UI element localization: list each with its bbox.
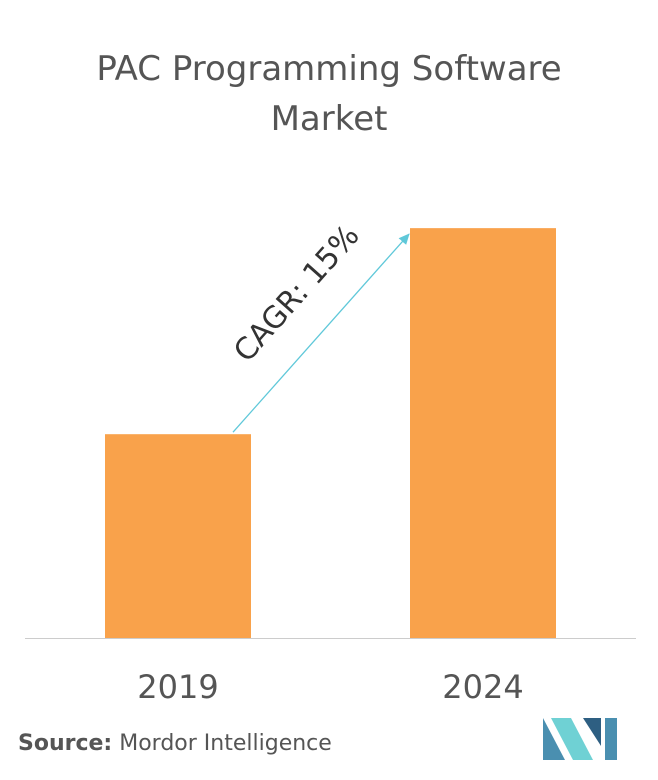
source-label: Source: <box>18 731 113 756</box>
bar-2024 <box>410 228 556 639</box>
x-tick-label-2024: 2024 <box>442 668 523 706</box>
chart-title-line-2: Market <box>270 99 388 139</box>
bar-2019 <box>105 434 251 638</box>
source-value: Mordor Intelligence <box>119 731 332 756</box>
mordor-intelligence-logo-icon <box>543 718 617 760</box>
cagr-arrow <box>232 233 410 433</box>
x-tick-labels: 2019 2024 <box>137 668 523 706</box>
chart-title: PAC Programming Software Market <box>0 44 658 144</box>
x-tick-label-2019: 2019 <box>137 668 218 706</box>
bar-chart: 2019 2024 CAGR: 15% <box>25 218 636 706</box>
source-footer: Source: Mordor Intelligence <box>18 731 332 756</box>
bars-group <box>105 228 556 639</box>
cagr-annotation: CAGR: 15% <box>227 218 366 369</box>
chart-title-line-1: PAC Programming Software <box>96 49 562 89</box>
